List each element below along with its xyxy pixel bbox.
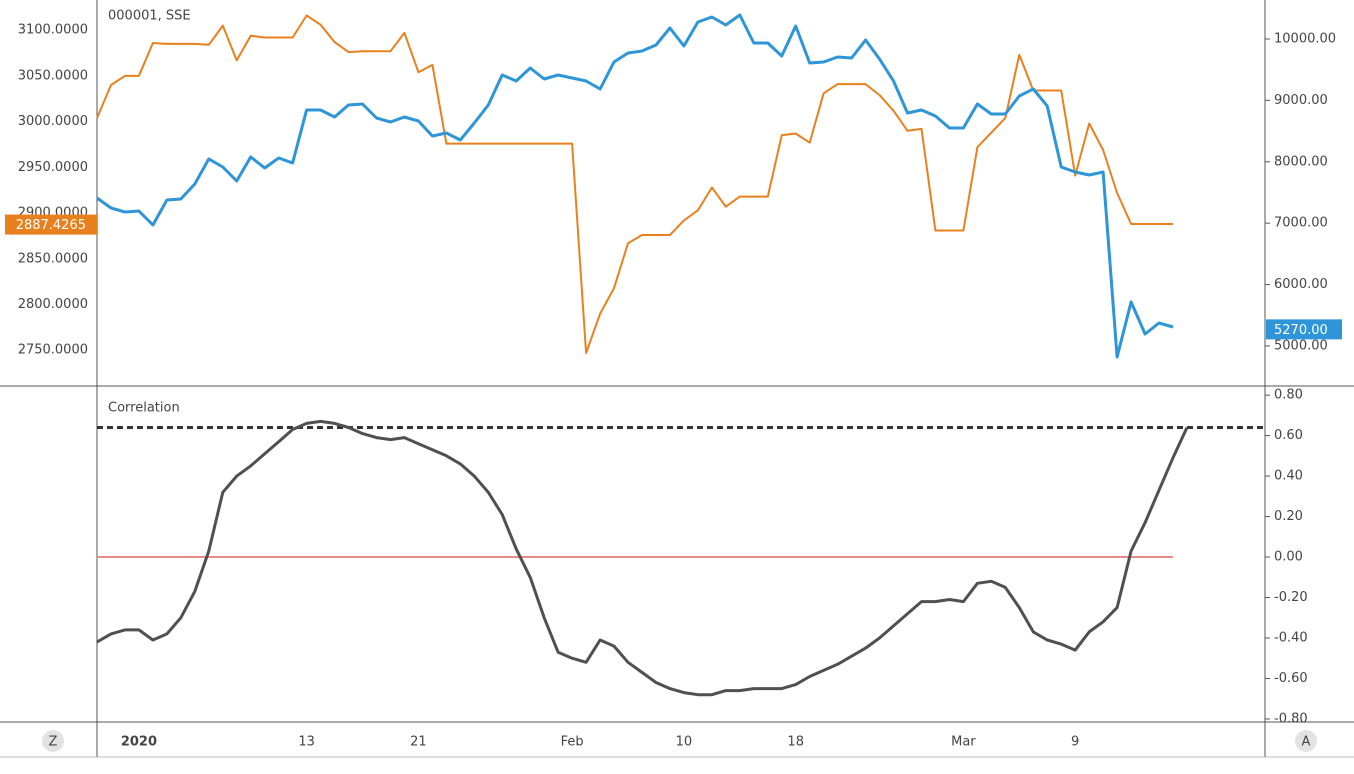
y-tick-label: 2850.0000: [18, 251, 88, 266]
y2-tick-label: 6000.00: [1274, 277, 1328, 292]
y-tick-label: 0.60: [1274, 428, 1303, 443]
control-button[interactable]: [42, 730, 64, 752]
y-tick-label: 0.00: [1274, 550, 1303, 565]
y-tick-label: 2950.0000: [18, 160, 88, 175]
series-line: [96, 419, 1189, 697]
y-tick-label: 2750.0000: [18, 343, 88, 358]
pane-title: Correlation: [108, 401, 180, 416]
y-tick-label: -0.60: [1274, 671, 1308, 686]
y-tick-label: 3100.0000: [18, 23, 88, 38]
price-tag: [5, 214, 97, 235]
x-tick-label: 10: [676, 735, 693, 750]
y-tick-label: -0.80: [1274, 711, 1308, 726]
x-tick-label: 13: [298, 735, 315, 750]
y-tick-label: -0.40: [1274, 630, 1308, 645]
control-label[interactable]: A: [1302, 735, 1311, 750]
y2-tick-label: 8000.00: [1274, 154, 1328, 169]
series-name: 000001, SSE: [108, 9, 191, 24]
y-tick-label: 0.20: [1274, 509, 1303, 524]
control-button[interactable]: [1295, 730, 1317, 752]
control-label[interactable]: Z: [49, 735, 58, 750]
x-tick-label: 9: [1071, 735, 1079, 750]
x-tick-label: 18: [787, 735, 804, 750]
price-tag-label: 2887.4265: [16, 218, 86, 233]
y2-tick-label: 9000.00: [1274, 93, 1328, 108]
x-tick-label: Feb: [561, 735, 584, 750]
y-tick-label: -0.20: [1274, 590, 1308, 605]
series-line: [96, 13, 1174, 359]
y-tick-label: 0.40: [1274, 469, 1303, 484]
x-tick-label: 2020: [121, 735, 157, 750]
y-tick-label: 3000.0000: [18, 114, 88, 129]
y-tick-label: 3050.0000: [18, 68, 88, 83]
y-tick-label: 0.80: [1274, 388, 1303, 403]
y-tick-label: 2800.0000: [18, 297, 88, 312]
x-tick-label: Mar: [951, 735, 976, 750]
y2-tick-label: 5000.00: [1274, 338, 1328, 353]
series-line: [96, 14, 1173, 354]
price-tag: [1266, 319, 1342, 340]
y2-tick-label: 7000.00: [1274, 216, 1328, 231]
price-tag-label: 5270.00: [1274, 323, 1328, 338]
y2-tick-label: 10000.00: [1274, 31, 1336, 46]
x-tick-label: 21: [410, 735, 427, 750]
